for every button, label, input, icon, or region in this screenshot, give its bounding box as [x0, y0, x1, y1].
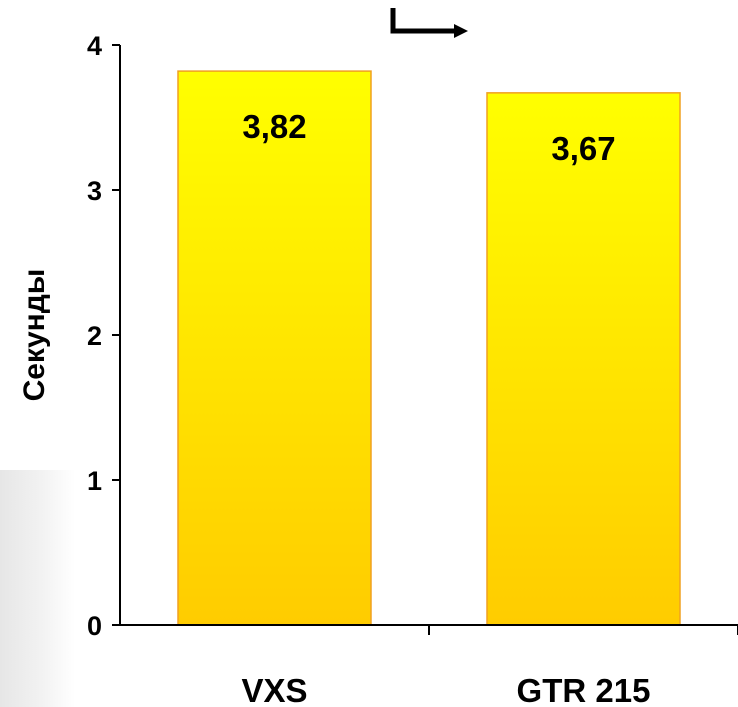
y-tick-label: 0	[87, 611, 102, 641]
bars-layer: 3,82 3,67	[177, 70, 681, 626]
data-label: 3,82	[242, 108, 306, 145]
y-tick-label: 3	[87, 176, 102, 206]
x-tick-label: VXS	[241, 672, 307, 707]
bar-vxs	[177, 70, 372, 626]
x-tick-label: GTR 215	[517, 672, 651, 707]
data-label: 3,67	[551, 130, 615, 167]
right-arrow-icon	[390, 8, 468, 38]
bar-gtr-215	[486, 92, 681, 626]
background-fade	[0, 470, 75, 707]
y-tick-label: 2	[87, 321, 102, 351]
axes-layer: VXS GTR 215 0 1 2 3 4	[87, 31, 738, 707]
y-tick-label: 4	[87, 31, 102, 61]
y-axis-label: Секунды	[18, 269, 51, 402]
y-tick-label: 1	[87, 466, 102, 496]
